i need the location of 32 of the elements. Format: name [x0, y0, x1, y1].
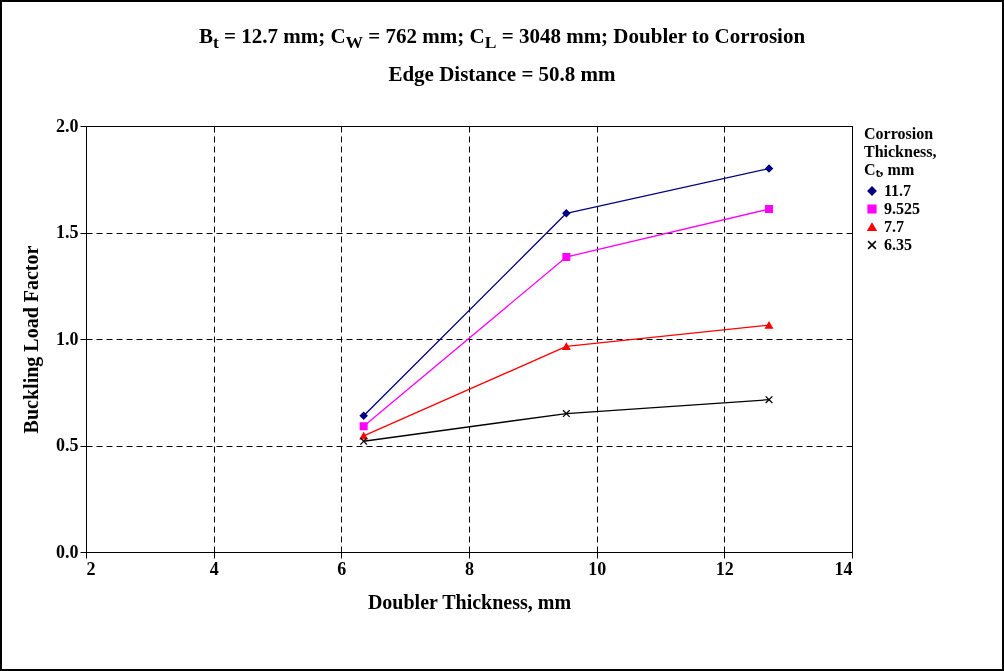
point — [359, 437, 368, 446]
point — [562, 252, 571, 261]
legend-title: Corrosion Thickness, Cₜ, mm — [864, 125, 937, 178]
point — [359, 422, 368, 431]
x-tick-label: 14 — [834, 558, 853, 579]
legend-label: 7.7 — [884, 218, 904, 235]
point — [765, 321, 774, 329]
x-tick-label: 10 — [588, 558, 607, 579]
y-tick-label: 1.0 — [56, 328, 79, 349]
x-tick-label: 2 — [86, 558, 96, 579]
chart-title: B$_{t}$ = 12.7 mm; C$_{W}$ = 762 mm; C$_{L}$ = 3048 mm; Doubler to Corrosion — [197, 23, 807, 55]
y-tick-label: 2.0 — [56, 115, 79, 136]
y-tick-label: 1.5 — [56, 222, 79, 242]
legend-label: 9.525 — [884, 200, 920, 217]
x-tick-label: 6 — [337, 558, 347, 579]
y-tick-label: 0.0 — [56, 541, 79, 562]
point — [359, 411, 368, 420]
x-axis-title: Doubler Thickness, mm — [367, 590, 572, 613]
legend-label: 6.35 — [884, 236, 912, 253]
y-axis-title: Buckling Load Factor — [20, 245, 43, 434]
point — [562, 209, 571, 218]
chart-subtitle: Edge Distance = 50.8 mm — [387, 61, 617, 89]
point — [765, 395, 774, 404]
point — [562, 409, 571, 418]
point — [765, 164, 774, 173]
x-tick-label: 4 — [209, 558, 219, 579]
x-tick-label: 12 — [715, 558, 734, 579]
legend-label: 11.7 — [884, 182, 912, 199]
y-tick-label: 0.5 — [56, 435, 79, 455]
point — [765, 205, 774, 214]
point — [562, 342, 571, 351]
x-tick-label: 8 — [465, 558, 474, 579]
